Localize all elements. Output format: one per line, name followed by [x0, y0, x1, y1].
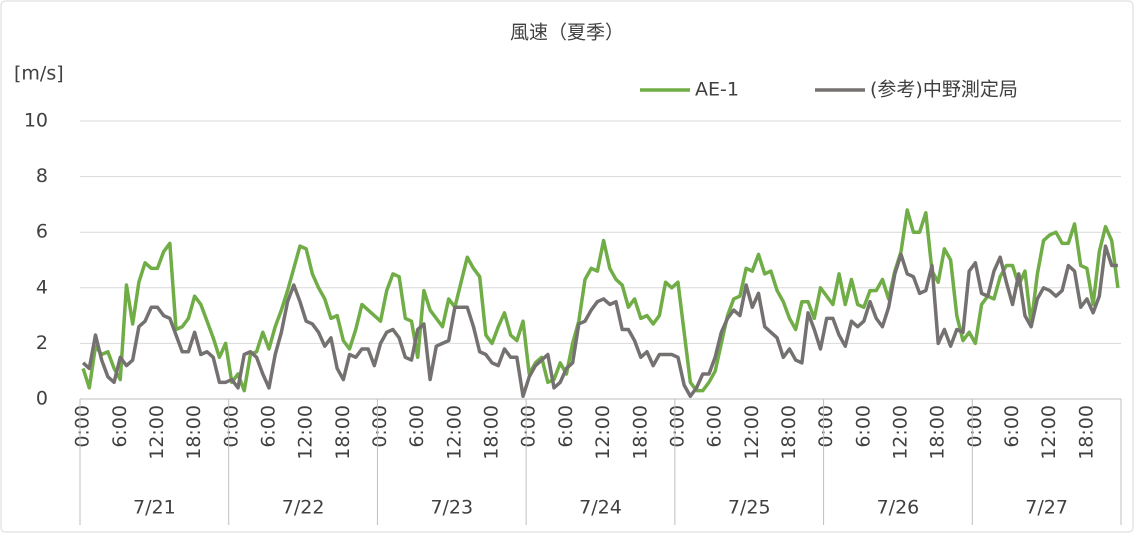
x-tick-label: 18:00	[927, 405, 949, 460]
legend-label: (参考)中野測定局	[870, 79, 1018, 101]
series-line	[81, 244, 1118, 398]
group-label: 7/22	[282, 497, 325, 519]
x-tick-label: 18:00	[481, 405, 503, 460]
x-tick-label: 12:00	[146, 405, 168, 460]
x-tick-label: 6:00	[852, 405, 874, 448]
x-tick-label: 6:00	[704, 405, 726, 448]
group-label: 7/24	[579, 497, 622, 519]
y-axis-label: [m/s]	[14, 63, 64, 85]
x-tick-label: 0:00	[72, 405, 94, 448]
y-tick-label: 2	[36, 332, 48, 354]
y-tick-label: 6	[36, 221, 48, 243]
x-tick-label: 18:00	[778, 405, 800, 460]
x-tick-label: 18:00	[629, 405, 651, 460]
x-tick-label: 0:00	[518, 405, 540, 448]
x-tick-label: 6:00	[406, 405, 428, 448]
x-tick-label: 12:00	[443, 405, 465, 460]
x-tick-label: 0:00	[220, 405, 242, 448]
x-tick-label: 12:00	[1038, 405, 1060, 460]
x-tick-label: 6:00	[257, 405, 279, 448]
x-tick-label: 0:00	[369, 405, 391, 448]
x-tick-label: 18:00	[183, 405, 205, 460]
legend-label: AE-1	[695, 79, 739, 101]
y-tick-label: 4	[36, 276, 48, 298]
x-tick-label: 12:00	[592, 405, 614, 460]
y-tick-label: 8	[36, 165, 48, 187]
x-tick-label: 12:00	[890, 405, 912, 460]
x-tick-label: 0:00	[964, 405, 986, 448]
x-tick-label: 6:00	[1001, 405, 1023, 448]
x-tick-label: 12:00	[295, 405, 317, 460]
x-tick-label: 0:00	[666, 405, 688, 448]
x-tick-label: 12:00	[741, 405, 763, 460]
y-tick-label: 0	[36, 388, 48, 410]
x-tick-label: 18:00	[332, 405, 354, 460]
group-label: 7/26	[877, 497, 920, 519]
x-tick-label: 0:00	[815, 405, 837, 448]
x-tick-label: 6:00	[109, 405, 131, 448]
chart-title: 風速（夏季）	[510, 22, 624, 44]
group-label: 7/27	[1025, 497, 1068, 519]
y-tick-label: 10	[24, 110, 48, 132]
series-line	[81, 208, 1120, 393]
group-label: 7/21	[133, 497, 176, 519]
group-label: 7/23	[430, 497, 473, 519]
x-tick-label: 6:00	[555, 405, 577, 448]
x-tick-label: 18:00	[1075, 405, 1097, 460]
group-label: 7/25	[728, 497, 771, 519]
